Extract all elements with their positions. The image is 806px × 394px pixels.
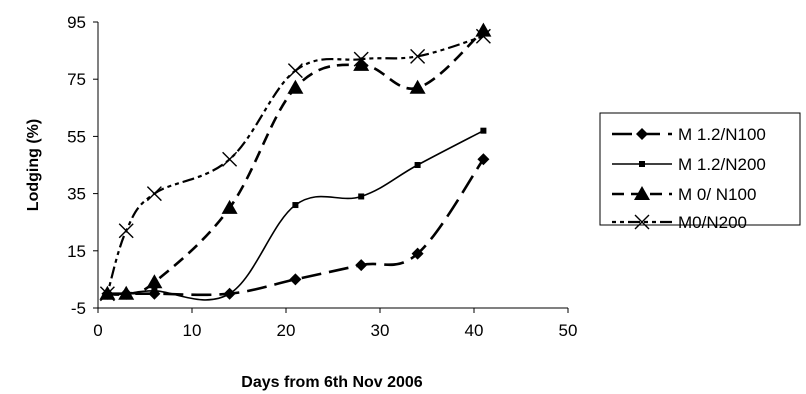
y-axis-title: Lodging (%) <box>25 119 42 211</box>
data-point <box>475 22 492 37</box>
data-point <box>292 202 299 209</box>
y-tick-label: 55 <box>67 127 86 146</box>
x-axis-ticks: 0 10 20 30 40 50 <box>93 308 577 340</box>
data-point <box>353 51 369 67</box>
data-point <box>353 56 370 71</box>
legend-marker <box>634 186 650 200</box>
data-point <box>409 79 426 94</box>
data-point <box>146 186 162 202</box>
data-point <box>477 153 490 166</box>
legend-marker <box>636 128 648 140</box>
legend-box <box>599 112 801 226</box>
data-point <box>289 273 302 286</box>
data-point <box>287 79 304 94</box>
y-tick-label: 35 <box>67 185 86 204</box>
data-point <box>411 247 424 260</box>
series-3 <box>99 22 492 300</box>
data-point <box>222 151 238 167</box>
data-point <box>358 193 365 200</box>
series-4 <box>99 28 491 302</box>
y-tick-label: 95 <box>67 13 86 32</box>
x-tick-label: 40 <box>465 321 484 340</box>
data-point <box>146 274 163 289</box>
data-point <box>410 48 426 64</box>
y-tick-label: 15 <box>67 242 86 261</box>
x-tick-label: 0 <box>93 321 102 340</box>
data-point <box>118 285 135 300</box>
data-point <box>355 259 368 272</box>
x-tick-label: 50 <box>559 321 578 340</box>
legend-label: M 0/ N100 <box>678 185 756 204</box>
data-point <box>118 223 134 239</box>
data-point <box>226 290 233 297</box>
legend: M 1.2/N100 M 1.2/N200 M 0/ N100 M0/N200 <box>599 112 801 232</box>
y-tick-label: 75 <box>67 70 86 89</box>
x-tick-label: 10 <box>183 321 202 340</box>
data-point <box>475 28 491 44</box>
data-point <box>221 199 238 214</box>
series-line <box>106 35 484 295</box>
legend-label: M 1.2/N100 <box>678 125 766 144</box>
data-point <box>287 63 303 79</box>
legend-label: M 1.2/N200 <box>678 155 766 174</box>
y-axis-ticks: 95 75 55 35 15 -5 <box>67 13 98 318</box>
x-axis-title: Days from 6th Nov 2006 <box>241 374 423 391</box>
series-layer <box>99 22 492 302</box>
data-point <box>99 286 115 302</box>
legend-label: M0/N200 <box>678 213 747 232</box>
data-point <box>151 287 158 294</box>
legend-marker <box>634 214 650 230</box>
x-tick-label: 20 <box>277 321 296 340</box>
data-point <box>480 127 487 134</box>
y-tick-label: -5 <box>71 299 86 318</box>
x-tick-label: 30 <box>371 321 390 340</box>
legend-marker <box>639 161 645 167</box>
data-point <box>414 162 421 168</box>
